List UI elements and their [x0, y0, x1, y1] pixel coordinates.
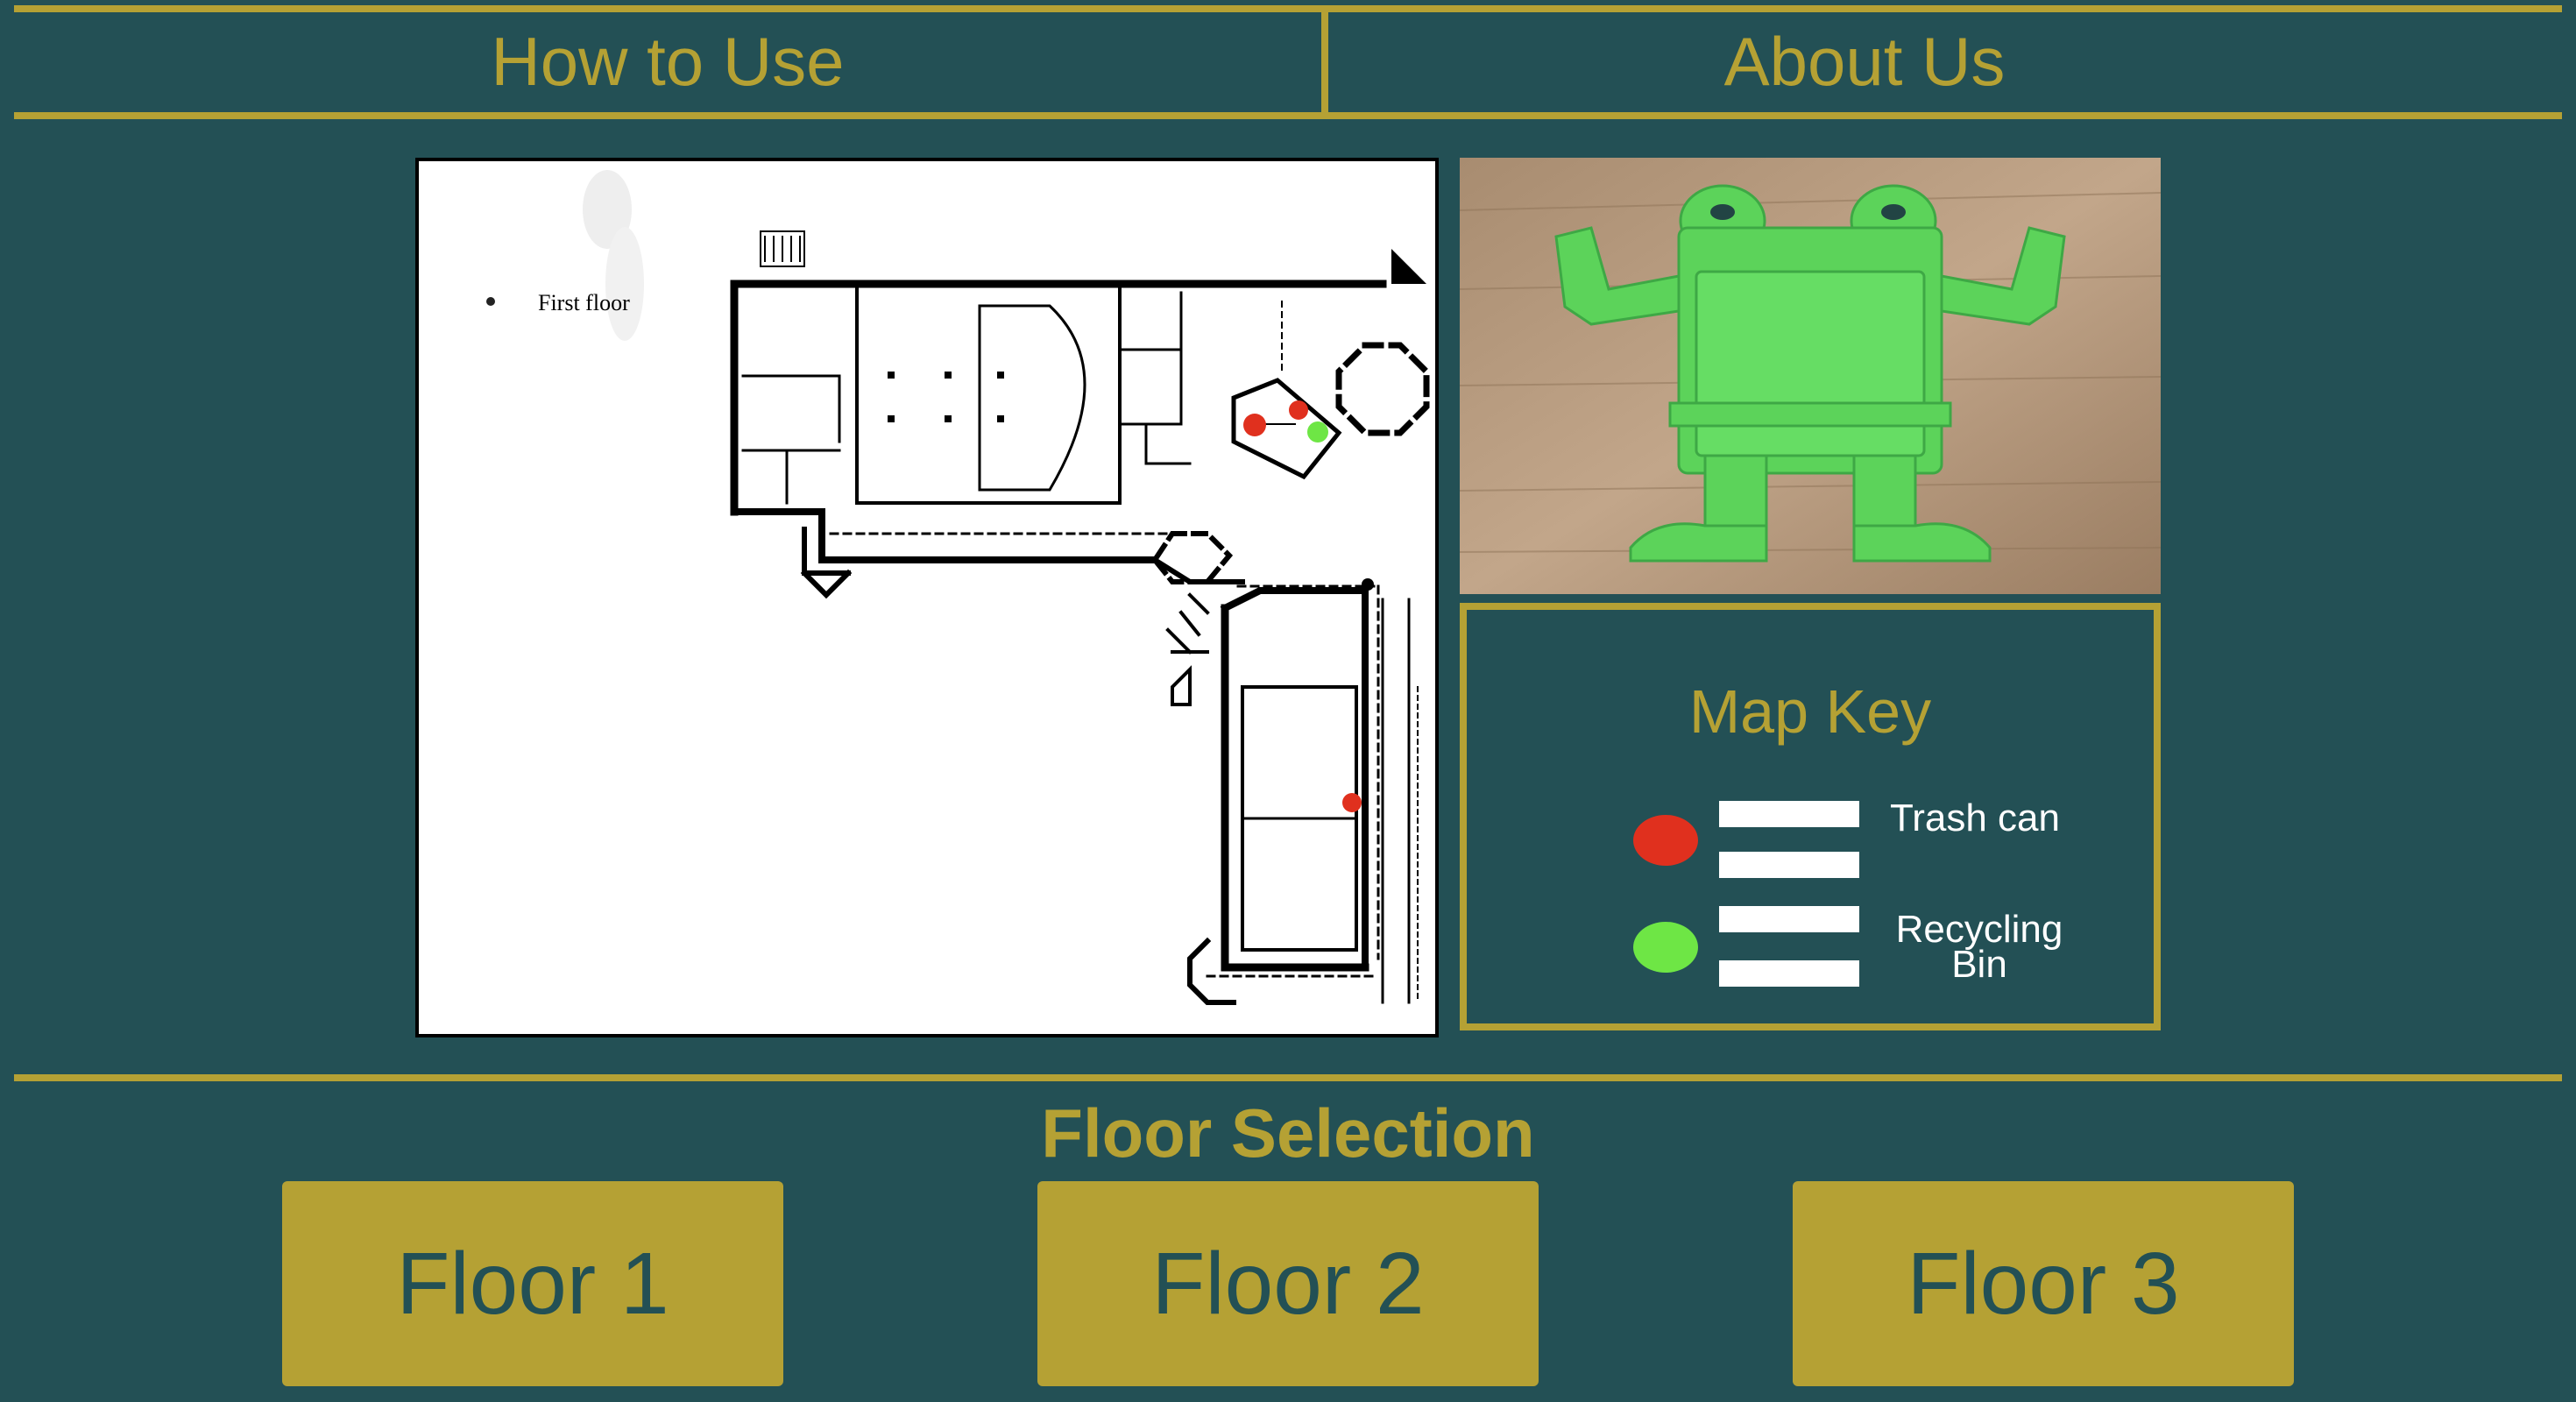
- section-divider-line: [14, 1074, 2562, 1081]
- tab-how-to-use[interactable]: How to Use: [491, 22, 845, 100]
- floor-plan-label: First floor: [538, 290, 630, 315]
- map-key-panel: Map Key Trash can Recycling Bin: [1460, 603, 2161, 1030]
- floor-1-button[interactable]: Floor 1: [282, 1181, 783, 1386]
- floor-plan-map: First floor: [415, 158, 1439, 1037]
- nav-bottom-line: [14, 112, 2562, 119]
- floor-3-button[interactable]: Floor 3: [1793, 1181, 2294, 1386]
- key-label-recycling-line2: Bin: [1951, 943, 2007, 986]
- floor-2-button[interactable]: Floor 2: [1037, 1181, 1539, 1386]
- key-label-trash-can: Trash can: [1889, 797, 2060, 839]
- map-marker-trash: [1342, 793, 1362, 812]
- key-line-bar: [1719, 801, 1859, 827]
- mascot-photo: [1460, 158, 2161, 594]
- floor-plan-drawing: First floor: [419, 161, 1435, 1034]
- map-key-title: Map Key: [1688, 677, 1932, 746]
- map-marker-trash: [1289, 400, 1308, 420]
- key-label-recycling-line1: Recycling: [1895, 908, 2063, 951]
- key-line-bar: [1719, 852, 1859, 878]
- top-border-line: [14, 5, 2562, 12]
- recycling-bin-dot-icon: [1633, 922, 1698, 973]
- map-marker-recycling: [1307, 421, 1328, 443]
- map-marker-trash: [1243, 414, 1266, 436]
- key-line-bar: [1719, 960, 1859, 987]
- floor-selection-title: Floor Selection: [1041, 1094, 1535, 1172]
- tab-about-us[interactable]: About Us: [1723, 22, 2006, 100]
- nav-divider-line: [1321, 5, 1328, 117]
- key-line-bar: [1719, 906, 1859, 932]
- trash-can-dot-icon: [1633, 815, 1698, 866]
